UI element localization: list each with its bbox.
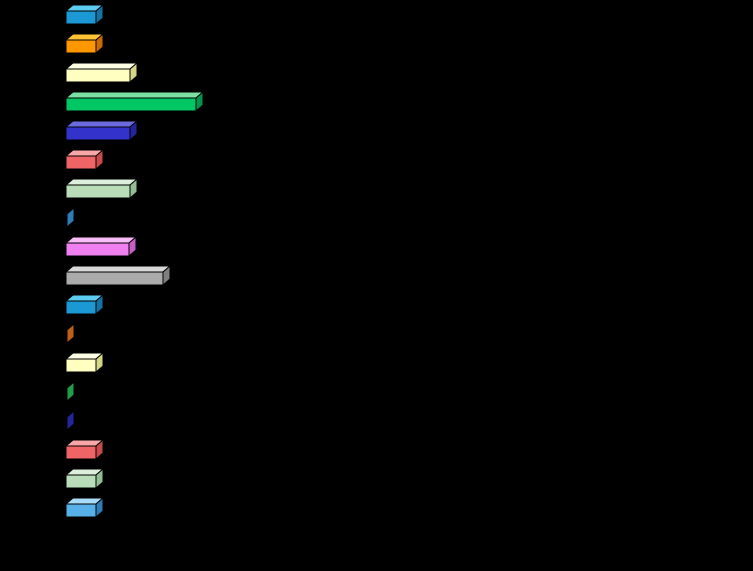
bar-3d-row-2 <box>64 32 105 55</box>
bar-top-face <box>64 178 139 186</box>
bar-3d-row-14 <box>64 380 76 403</box>
bar-front-face <box>65 416 68 431</box>
bar-side-face <box>66 409 75 432</box>
bar-front-face <box>65 358 97 373</box>
bar-front-face <box>65 503 97 518</box>
bar-front-face <box>65 474 97 489</box>
bar-side-face <box>66 206 75 229</box>
bar-3d-row-7 <box>64 177 139 200</box>
bar-3d-row-3 <box>64 61 139 84</box>
bar-front-face <box>65 155 97 170</box>
bar-front-face <box>65 300 97 315</box>
bar-front-face <box>65 10 97 25</box>
bar-3d-row-10 <box>64 264 172 287</box>
bar-front-face <box>65 97 197 112</box>
bar-3d-row-1 <box>64 3 105 26</box>
bar-front-face <box>65 68 131 83</box>
bar-3d-row-16 <box>64 438 105 461</box>
bar-front-face <box>65 126 131 141</box>
bar-front-face <box>65 213 68 228</box>
bar-3d-row-17 <box>64 467 105 490</box>
bar-front-face <box>65 242 130 257</box>
bar-top-face <box>64 91 205 99</box>
bar-top-face <box>64 236 138 244</box>
bar-3d-row-12 <box>64 322 76 345</box>
bar-3d-row-8 <box>64 206 76 229</box>
bar-side-face <box>66 322 75 345</box>
bar-side-face <box>66 380 75 403</box>
bar-3d-row-6 <box>64 148 105 171</box>
bar-top-face <box>64 265 172 273</box>
bar-front-face <box>65 387 68 402</box>
bar-3d-row-4 <box>64 90 205 113</box>
bar-3d-row-18 <box>64 496 105 519</box>
bar-3d-row-13 <box>64 351 105 374</box>
bar-front-face <box>65 39 97 54</box>
bar-3d-row-11 <box>64 293 105 316</box>
bar-3d-row-5 <box>64 119 139 142</box>
bar-3d-row-9 <box>64 235 138 258</box>
bar-top-face <box>64 120 139 128</box>
bar-front-face <box>65 445 97 460</box>
bar-3d-row-15 <box>64 409 76 432</box>
bar-front-face <box>65 271 164 286</box>
bar-top-face <box>64 62 139 70</box>
bar-front-face <box>65 329 68 344</box>
bar-front-face <box>65 184 131 199</box>
